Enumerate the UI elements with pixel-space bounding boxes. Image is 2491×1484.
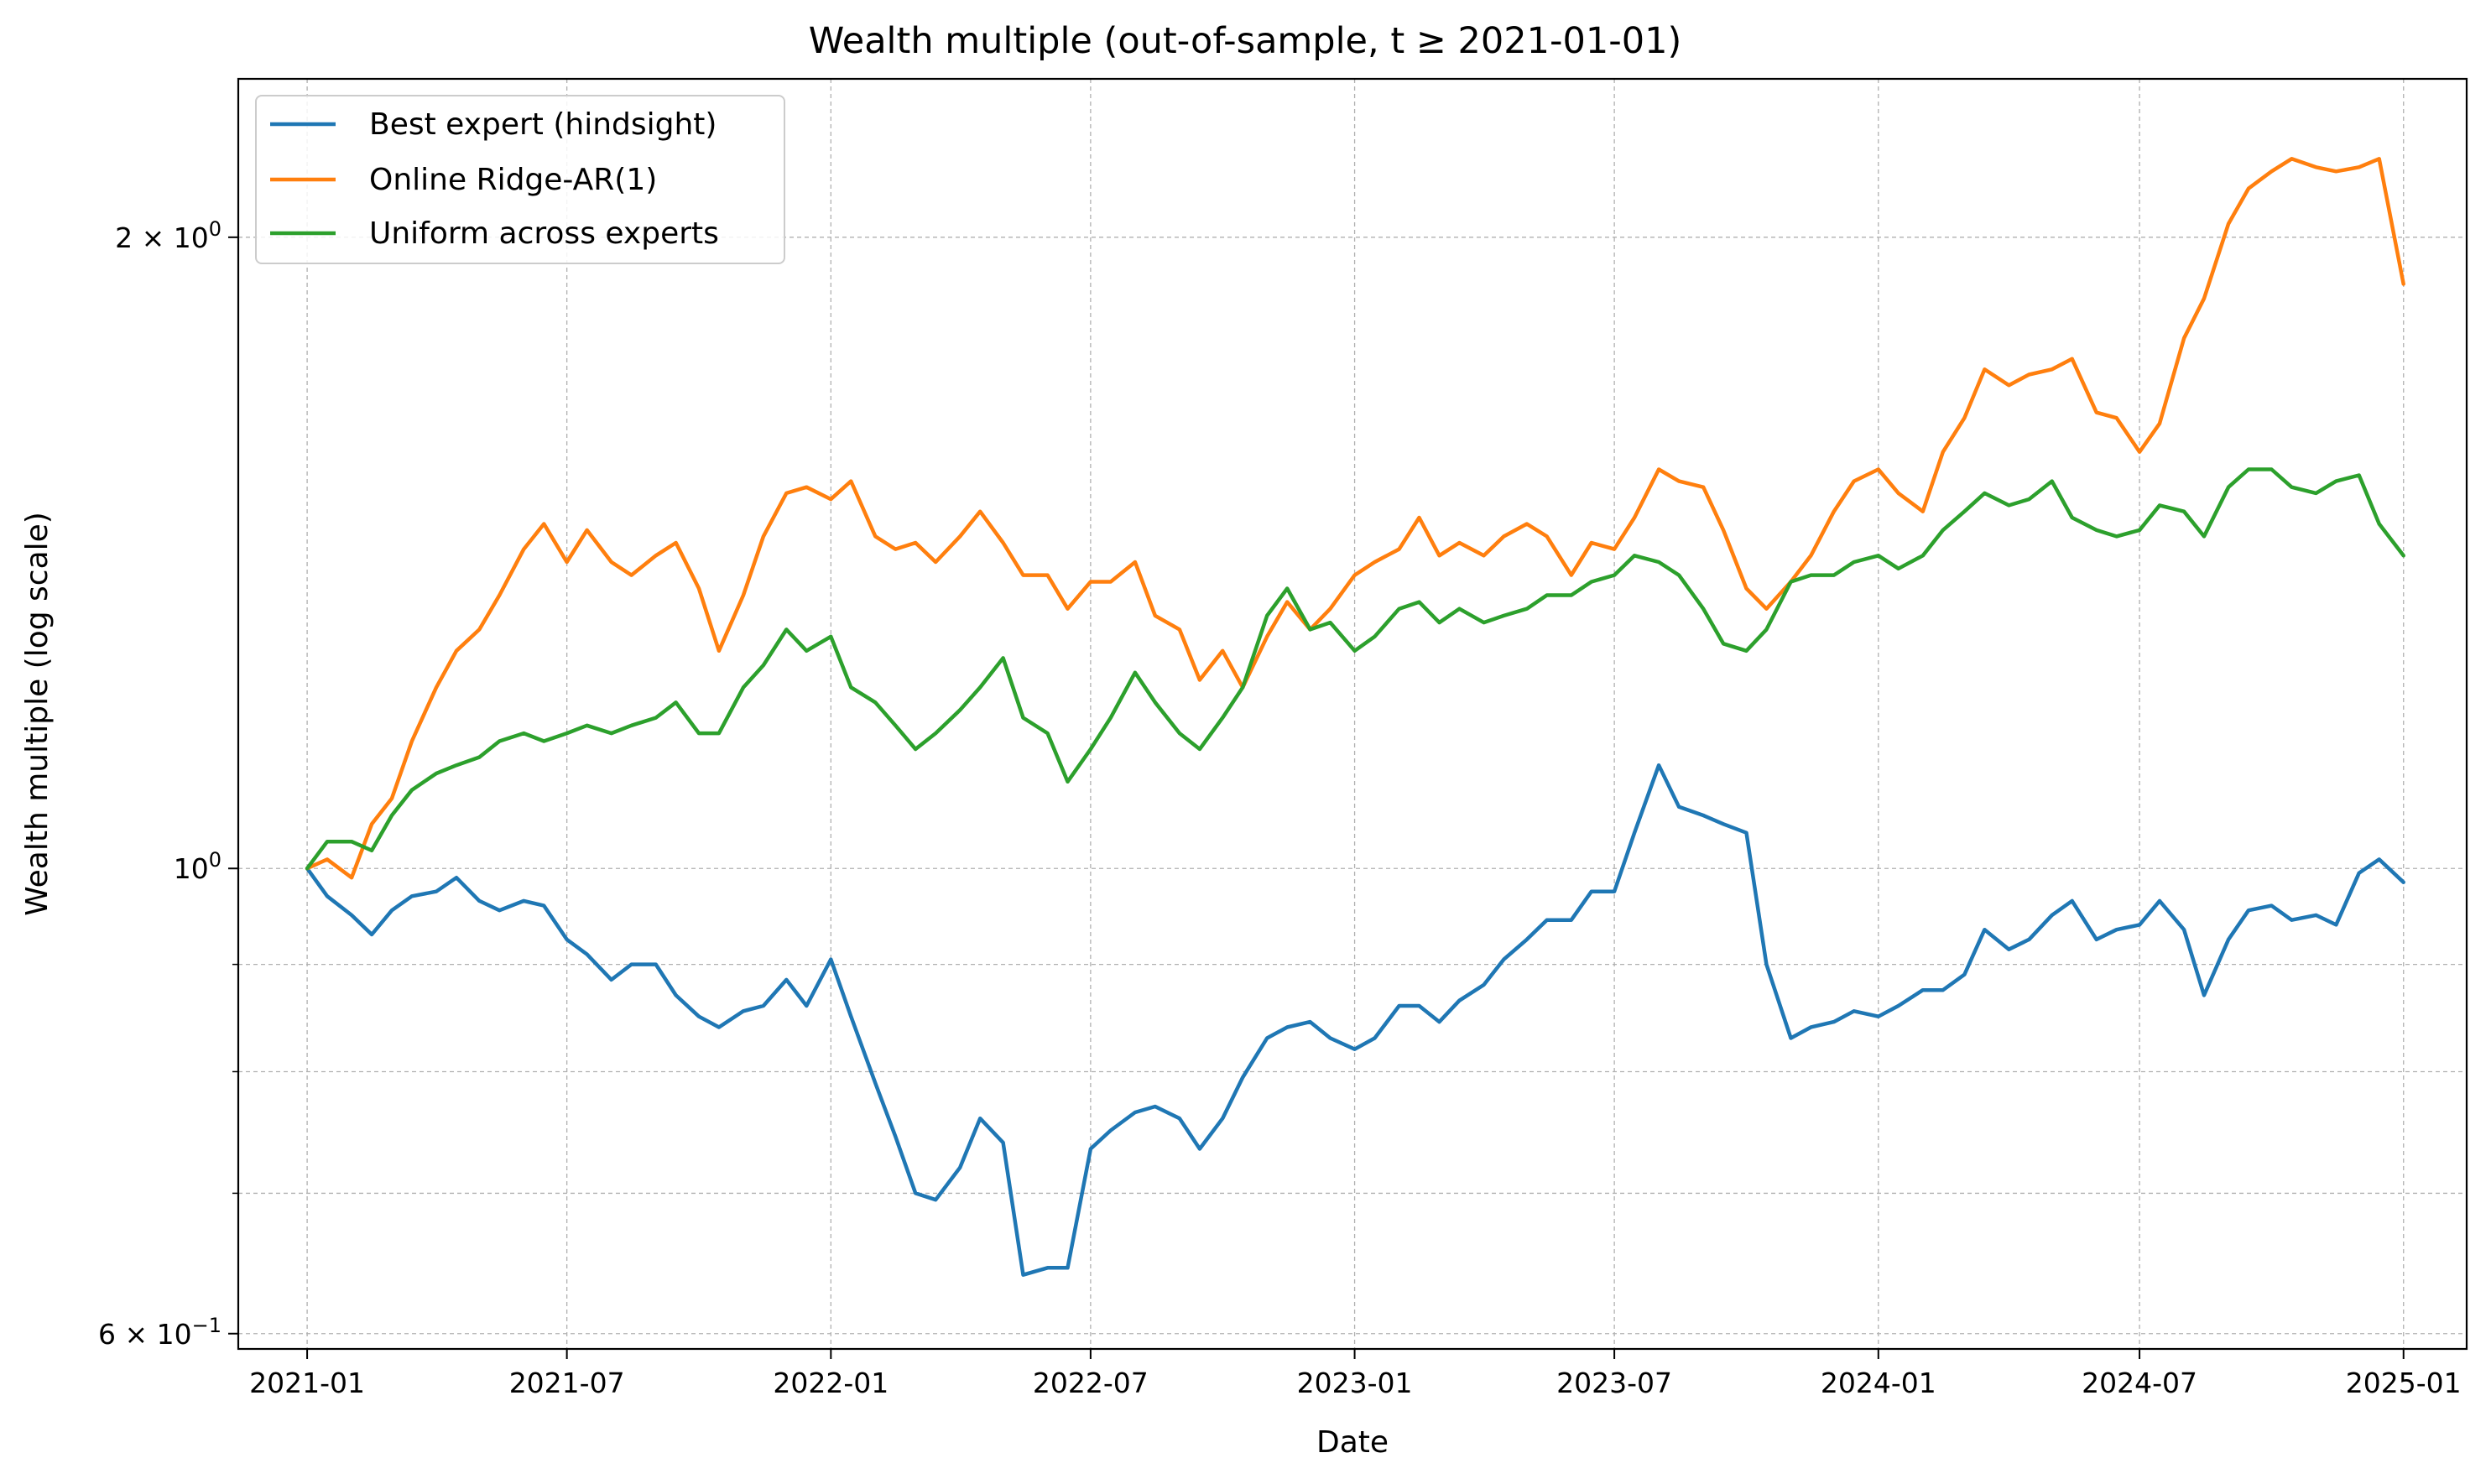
y-tick-label: 100 <box>174 848 221 885</box>
x-tick-label: 2024-07 <box>2082 1367 2197 1399</box>
y-axis-label: Wealth multiple (log scale) <box>20 512 55 916</box>
plot-area-frame <box>237 77 2468 1351</box>
legend-label-uniform: Uniform across experts <box>369 216 719 251</box>
x-tick-label: 2023-07 <box>1556 1367 1672 1399</box>
x-tick-label: 2022-07 <box>1033 1367 1149 1399</box>
best-expert-line <box>305 763 2405 1277</box>
legend: Best expert (hindsight) Online Ridge-AR(… <box>255 95 785 264</box>
x-axis-label: Date <box>1316 1425 1389 1460</box>
y-tick-label: 6 × 10−1 <box>98 1314 221 1351</box>
uniform-experts-line <box>305 467 2405 871</box>
online-ridge-ar1-line <box>305 157 2405 880</box>
legend-label-online-ridge: Online Ridge-AR(1) <box>369 163 657 197</box>
x-tick-label: 2022-01 <box>773 1367 889 1399</box>
x-tick-label: 2025-01 <box>2346 1367 2462 1399</box>
x-tick-label: 2024-01 <box>1821 1367 1936 1399</box>
y-tick-label: 2 × 100 <box>115 217 221 254</box>
legend-label-best-expert: Best expert (hindsight) <box>369 107 717 142</box>
series-lines <box>305 157 2405 1277</box>
chart-title: Wealth multiple (out-of-sample, t ≥ 2021… <box>809 20 1681 62</box>
axis-ticks: 2021-01 2021-07 2022-01 2022-07 2023-01 2023-… <box>98 217 2462 1399</box>
x-tick-label: 2023-01 <box>1297 1367 1413 1399</box>
x-tick-label: 2021-07 <box>509 1367 625 1399</box>
legend-frame <box>255 95 785 264</box>
x-tick-label: 2021-01 <box>249 1367 365 1399</box>
